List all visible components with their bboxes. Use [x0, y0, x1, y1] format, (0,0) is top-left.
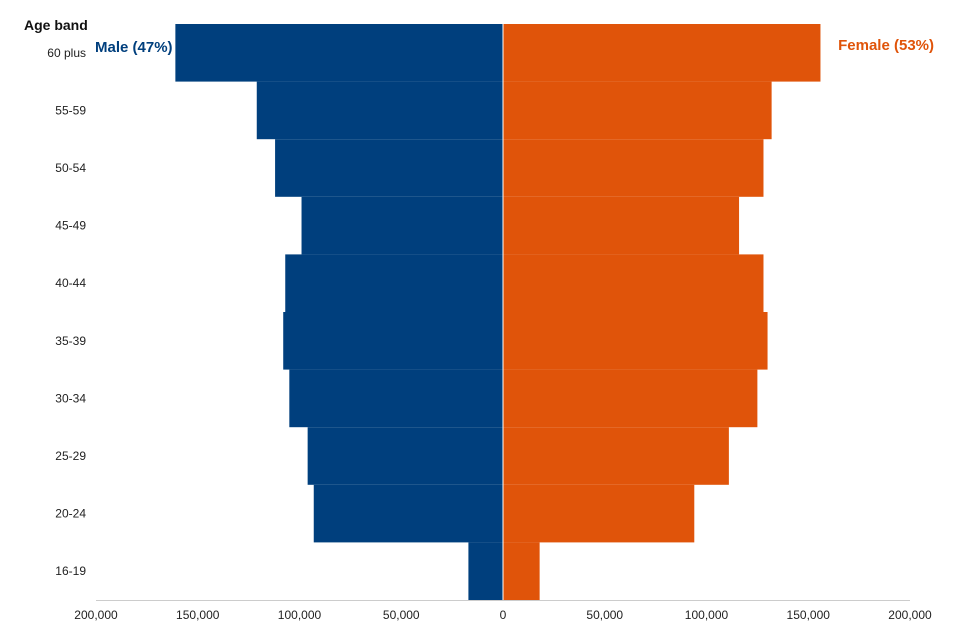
y-tick-label: 40-44 [55, 276, 86, 290]
bar-female-55-59 [503, 81, 772, 140]
x-tick-label: 0 [500, 608, 507, 622]
bar-male-45-49 [301, 196, 503, 255]
bar-male-60-plus [175, 24, 503, 82]
bar-female-60-plus [503, 24, 821, 82]
bar-male-16-19 [468, 542, 503, 600]
bar-male-25-29 [307, 427, 503, 485]
bar-female-20-24 [503, 484, 695, 543]
bar-female-30-34 [503, 369, 758, 428]
bar-male-40-44 [285, 254, 503, 312]
y-tick-label: 25-29 [55, 449, 86, 463]
bar-male-55-59 [256, 81, 503, 140]
bar-female-50-54 [503, 139, 764, 197]
y-tick-label: 55-59 [55, 103, 86, 117]
y-tick-label: 50-54 [55, 161, 86, 175]
legend-female: Female (53%) [838, 37, 934, 54]
x-tick-label: 100,000 [685, 608, 729, 622]
bar-female-16-19 [503, 542, 540, 600]
x-tick-label: 100,000 [278, 608, 322, 622]
bar-male-30-34 [289, 369, 503, 428]
bar-female-25-29 [503, 427, 729, 485]
bar-female-35-39 [503, 312, 768, 370]
bar-male-20-24 [313, 484, 503, 543]
bar-female-45-49 [503, 196, 740, 255]
y-tick-label: 30-34 [55, 391, 86, 405]
y-tick-label: 45-49 [55, 219, 86, 233]
x-tick-label: 50,000 [383, 608, 420, 622]
y-tick-label: 35-39 [55, 334, 86, 348]
bar-male-50-54 [275, 139, 503, 197]
y-axis-title: Age band [24, 17, 88, 33]
bars-layer [175, 24, 821, 600]
legend-male: Male (47%) [95, 39, 173, 56]
y-tick-label: 20-24 [55, 507, 86, 521]
y-tick-label: 16-19 [55, 564, 86, 578]
bar-female-40-44 [503, 254, 764, 312]
x-tick-label: 200,000 [74, 608, 118, 622]
x-tick-label: 150,000 [787, 608, 831, 622]
x-tick-label: 200,000 [888, 608, 932, 622]
y-tick-labels: 60 plus 55-59 50-54 45-49 40-44 35-39 30-34 25-… [47, 46, 86, 578]
bar-male-35-39 [283, 312, 503, 370]
x-tick-labels: 200,000 150,000 100,000 50,000 0 50,000 100,00… [74, 608, 932, 622]
x-tick-label: 150,000 [176, 608, 220, 622]
x-tick-label: 50,000 [586, 608, 623, 622]
y-tick-label: 60 plus [47, 46, 86, 60]
